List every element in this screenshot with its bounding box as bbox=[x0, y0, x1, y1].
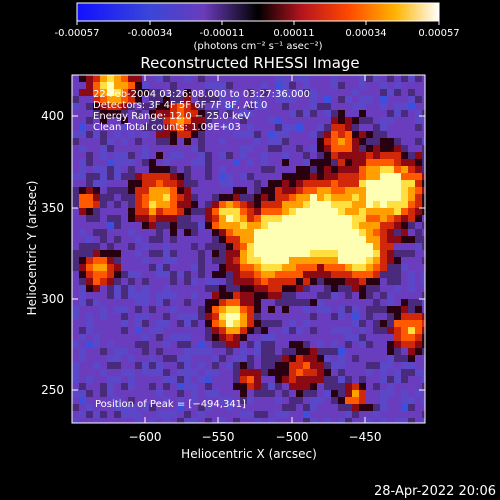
annotation-energy: Energy Range: 12.0 − 25.0 keV bbox=[93, 111, 250, 122]
colorbar-tick-label: -0.00011 bbox=[200, 28, 245, 39]
axis-ticks: −600 −550 −500 −450 400 350 300 250 bbox=[41, 75, 425, 444]
colorbar-tick-label: 0.00011 bbox=[273, 28, 314, 39]
colorbar-tick-label: 0.00057 bbox=[418, 28, 459, 39]
annotation-counts: Clean Total counts: 1.09E+03 bbox=[93, 122, 241, 133]
y-tick-label: 300 bbox=[41, 292, 64, 306]
colorbar bbox=[76, 2, 440, 22]
x-tick-label: −600 bbox=[129, 430, 162, 444]
x-tick-label: −550 bbox=[202, 430, 235, 444]
colorbar-tick-label: 0.00034 bbox=[345, 28, 386, 39]
footer-timestamp: 28-Apr-2022 20:06 bbox=[374, 484, 496, 499]
annotation-time: 22-Feb-2004 03:26:08.000 to 03:27:36.000 bbox=[93, 89, 310, 100]
y-tick-label: 350 bbox=[41, 201, 64, 215]
y-tick-label: 400 bbox=[41, 109, 64, 123]
x-tick-label: −450 bbox=[349, 430, 382, 444]
plot-title: Reconstructed RHESSI Image bbox=[140, 54, 359, 72]
colorbar-tick-label: -0.00034 bbox=[128, 28, 173, 39]
peak-position: Position of Peak = [−494,341] bbox=[95, 399, 246, 410]
colorbar-units: (photons cm⁻² s⁻¹ asec⁻²) bbox=[193, 41, 322, 52]
colorbar-ticks: -0.00057 -0.00034 -0.00011 0.00011 0.00034 0.… bbox=[55, 21, 460, 39]
colorbar-tick-label: -0.00057 bbox=[55, 28, 100, 39]
solar-image bbox=[72, 75, 425, 423]
annotation-detectors: Detectors: 3F 4F 5F 6F 7F 8F, Att 0 bbox=[93, 100, 267, 111]
y-axis-label: Heliocentric Y (arcsec) bbox=[25, 181, 39, 316]
x-axis-label: Heliocentric X (arcsec) bbox=[181, 447, 317, 461]
plot-frame bbox=[71, 74, 426, 424]
y-tick-label: 250 bbox=[41, 383, 64, 397]
x-tick-label: −500 bbox=[276, 430, 309, 444]
